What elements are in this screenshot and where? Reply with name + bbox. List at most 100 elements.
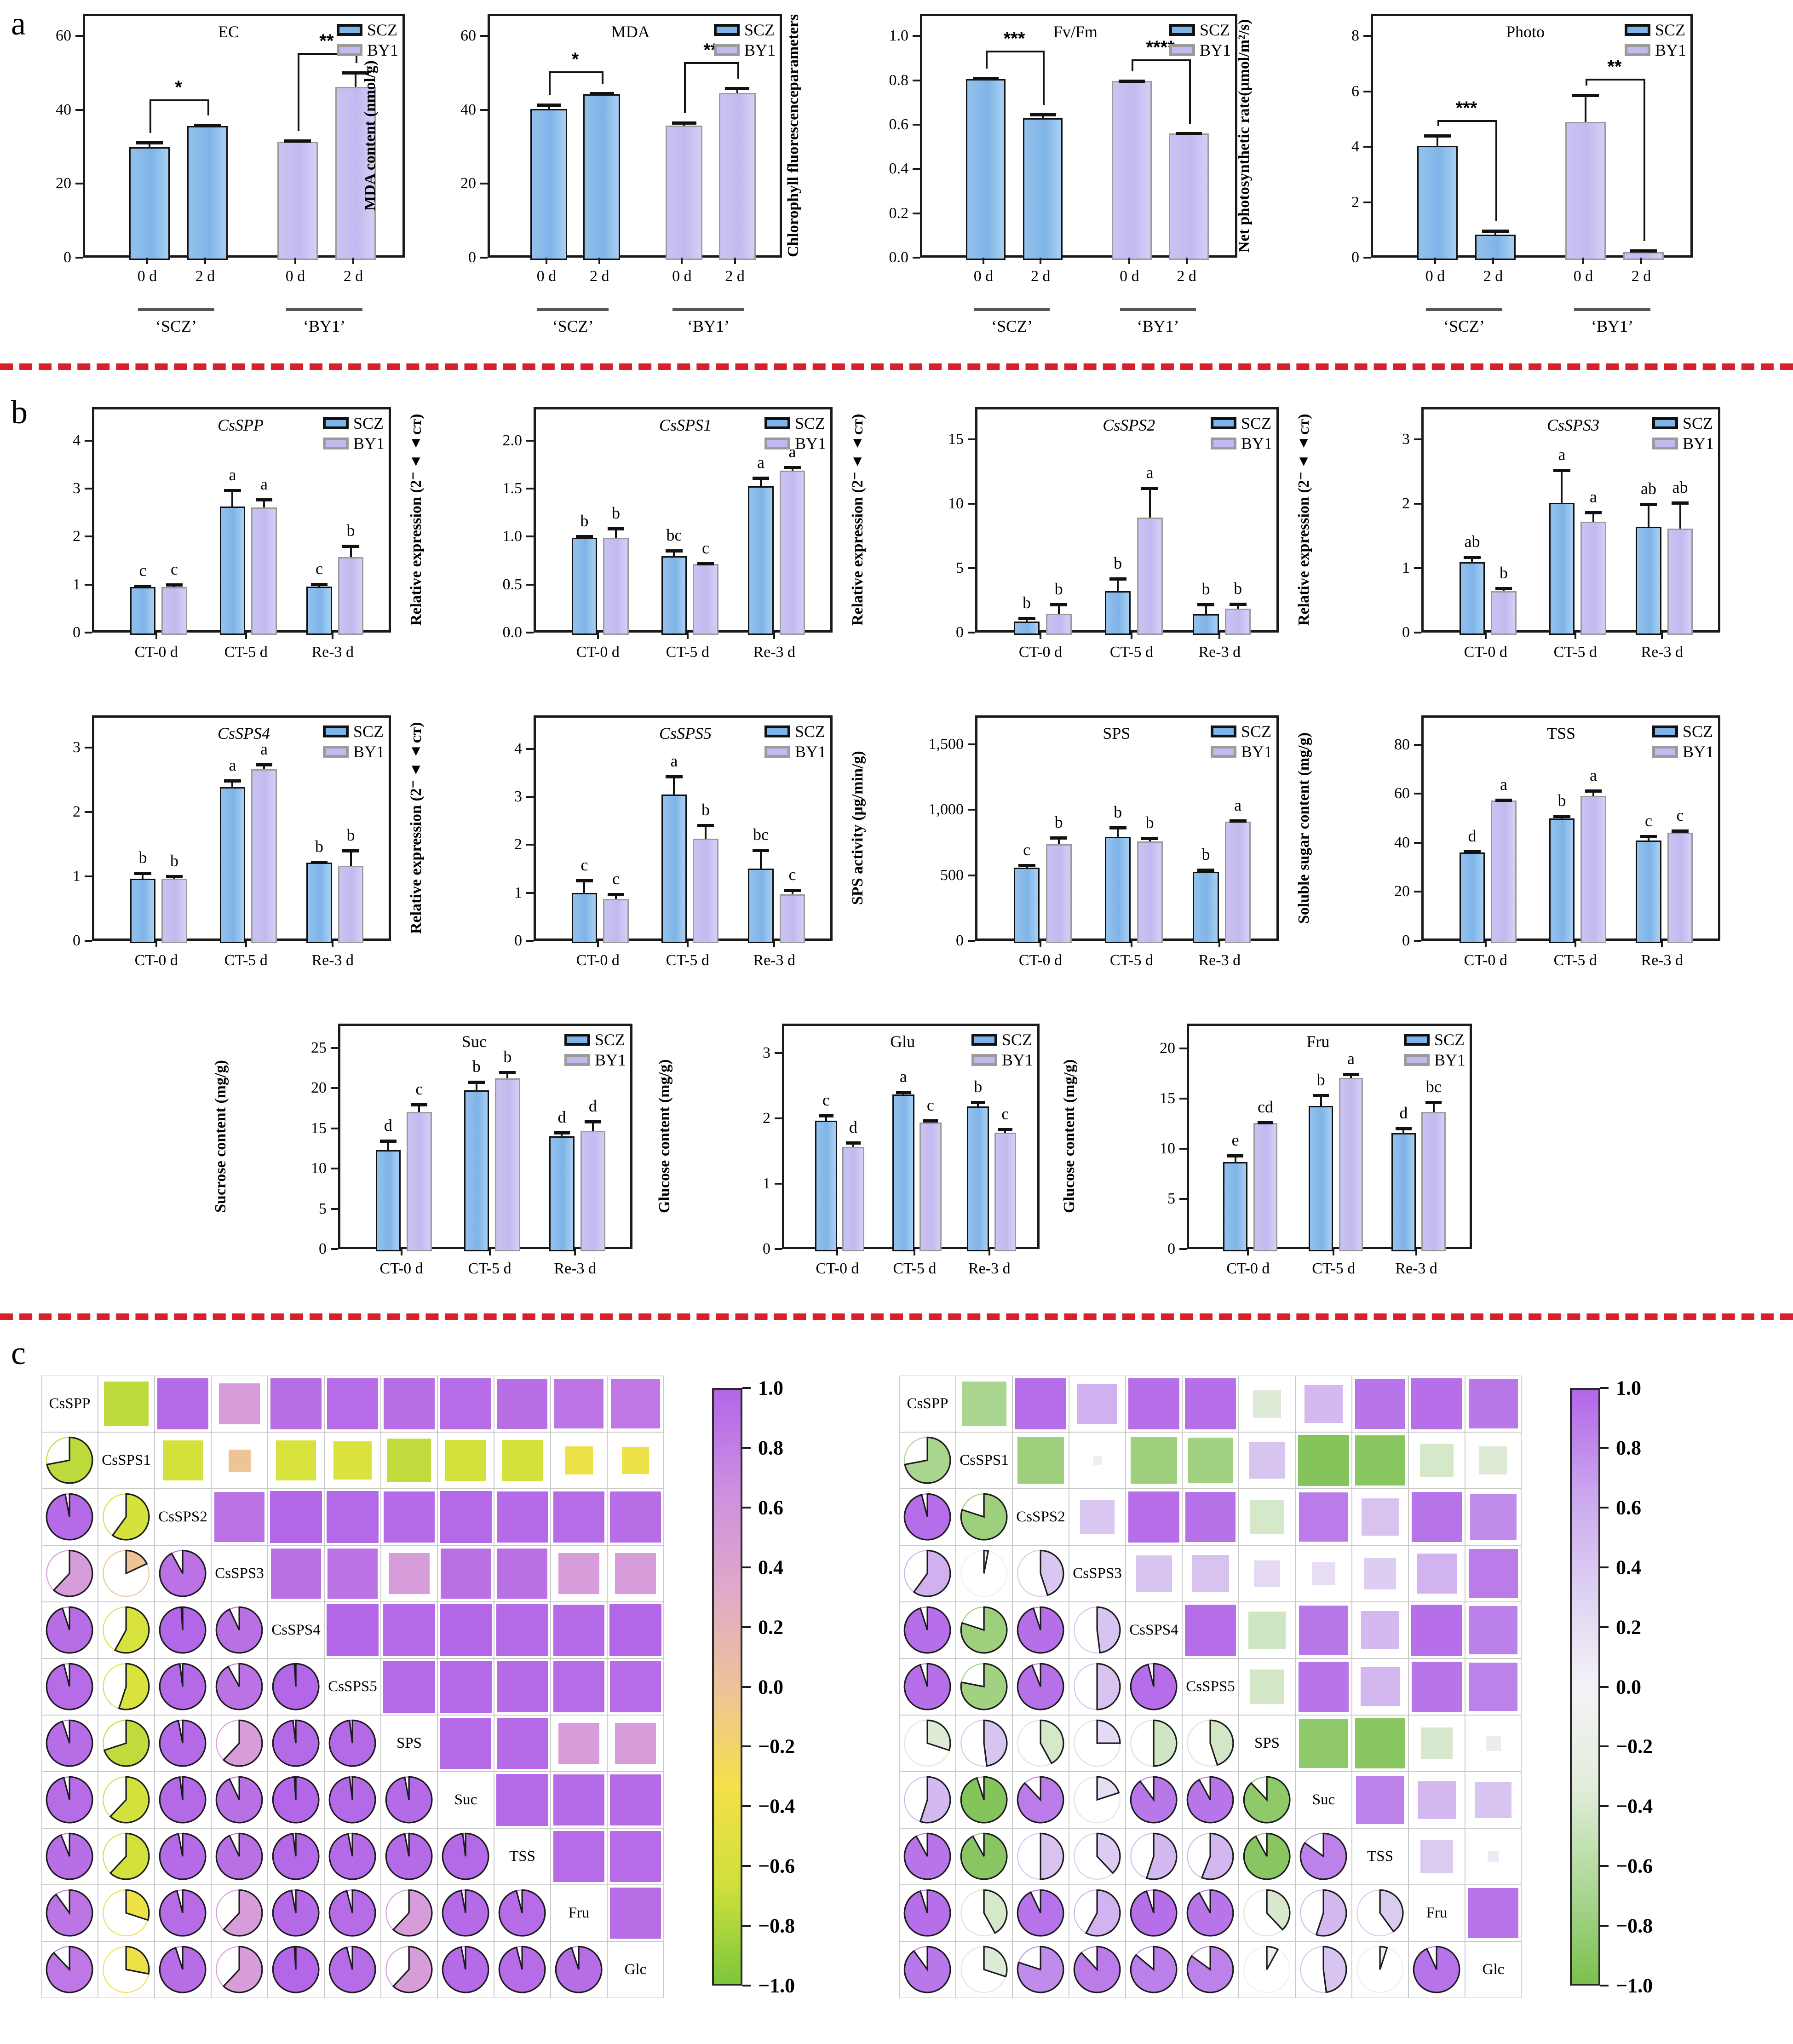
colorbar-tick-mark [1600,1506,1609,1509]
corr-pie-cell [41,1715,98,1772]
group-name: ‘SCZ’ [991,317,1033,335]
y-axis-label-cssps3: Relative expression (2⁻▴▴ᴄᴛ) [1295,414,1313,626]
corr-pie-cell [1352,1885,1408,1941]
corr-pie-chart [46,1493,93,1541]
error-bar [1117,577,1119,591]
bar-cssps1-by1-1 [603,538,629,635]
bar-cssps3-by1-3 [1580,521,1606,635]
corr-magnitude-square [440,1661,492,1713]
corr-diagonal-cell: Glc [1465,1941,1522,1998]
y-tick-label: 60 [1394,785,1410,802]
group-rule [138,308,214,311]
bar-csspp-scz-0 [130,587,156,635]
y-tick-label: 0.5 [502,576,523,593]
x-tick-mark [1247,1249,1249,1255]
bracket-left-tick [149,99,151,133]
x-tick-mark [155,941,157,947]
legend-swatch-by1 [1403,1054,1430,1066]
bar-suc-by1-1 [407,1112,432,1251]
error-bar-cap [379,1139,397,1143]
x-tick-mark [245,633,247,639]
x-tick-label: 0 d [672,268,692,285]
corr-square-cell [1126,1432,1182,1489]
error-bar-cap [1425,1101,1442,1105]
corr-pie-cell [155,1545,211,1602]
bar-fru-scz-0 [1223,1162,1247,1251]
legend-cssps1: SCZ BY1 [764,414,826,454]
error-bar-cap [607,527,625,531]
error-bar-cap [166,583,183,587]
significance-letter: b [1316,1071,1325,1089]
bar-cssps4-by1-5 [338,866,364,943]
significance-letter: c [822,1090,830,1109]
y-tick-mark [968,438,975,440]
corr-pie-chart [46,1833,93,1880]
y-axis-label-sps: SPS activity (μg/min/g) [849,751,867,905]
significance-stars: ** [319,31,334,52]
corr-pie-chart [1130,1720,1178,1767]
x-tick-label: CT-5 d [666,644,709,661]
legend-swatch-by1 [1169,44,1195,56]
corr-square-cell [1295,1715,1352,1772]
y-tick-mark [1179,1048,1187,1050]
y-tick-mark [1414,567,1421,569]
corr-pie-cell [1126,1715,1182,1772]
significance-letter: ab [1640,479,1656,498]
error-bar-cap [752,476,770,480]
corr-square-cell [1126,1489,1182,1545]
corr-pie-chart [904,1493,951,1541]
colorbar-tick-mark [742,1805,751,1808]
legend-swatch-by1 [1652,746,1678,758]
bar-cssps1-by1-5 [779,471,805,635]
correlation-colorbar [712,1388,742,1986]
y-tick-mark [85,632,92,633]
corr-pie-cell [381,1772,437,1828]
significance-letter: b [1145,813,1154,832]
x-tick-label: CT-0 d [816,1260,859,1277]
bar-ec-scz-0 [129,147,170,260]
corr-variable-label: Fru [568,1905,590,1921]
error-bar-cap [553,1131,570,1135]
x-tick-label: CT-0 d [576,952,620,969]
corr-magnitude-square [218,1383,260,1425]
bar-fvfm-scz-0 [965,79,1006,260]
y-tick-mark [1363,146,1371,148]
corr-pie-chart [46,1663,93,1710]
corr-magnitude-square [1298,1435,1349,1486]
error-bar [1437,134,1438,146]
y-tick-label: 1.5 [502,480,523,497]
error-bar-cap [134,584,151,588]
corr-square-cell [381,1376,437,1432]
legend-label-scz: SCZ [1001,1031,1033,1049]
corr-pie-cell [899,1432,956,1489]
y-axis-label-photo: Net photosynthetic rate (μmol/m²/s) [1236,19,1253,253]
corr-magnitude-square [1299,1662,1349,1712]
x-tick-mark [1039,633,1041,639]
group-rule [974,308,1050,311]
corr-pie-chart [1017,1550,1064,1597]
y-tick-mark [1179,1098,1187,1100]
corr-pie-cell [551,1941,607,1998]
y-tick-label: 40 [1394,834,1410,851]
x-tick-mark [146,258,148,264]
y-axis-label-cssps2: Relative expression (2⁻▴▴ᴄᴛ) [849,414,867,626]
corr-square-cell [381,1432,437,1489]
corr-pie-cell [155,1602,211,1658]
y-tick-label: 3 [73,739,80,756]
corr-variable-label: CsSPS1 [102,1452,151,1468]
x-tick-mark [1640,258,1642,264]
corr-magnitude-square [1092,1456,1102,1465]
x-tick-label: CT-0 d [1018,952,1062,969]
y-axis-label-glu: Glucose content (mg/g) [656,1059,673,1214]
corr-magnitude-square [1299,1605,1349,1655]
corr-pie-chart [960,1833,1008,1880]
error-bar [1117,826,1119,837]
y-tick-label: 0 [319,1240,327,1257]
corr-pie-chart [1074,1606,1121,1654]
colorbar-tick-label: −0.4 [1616,1795,1653,1818]
x-tick-label: Re-3 d [311,644,354,661]
legend-swatch-scz [764,725,790,737]
group-rule [1120,308,1196,311]
plot-area-ec: * ** [83,14,405,260]
bracket-right-tick [602,71,604,84]
